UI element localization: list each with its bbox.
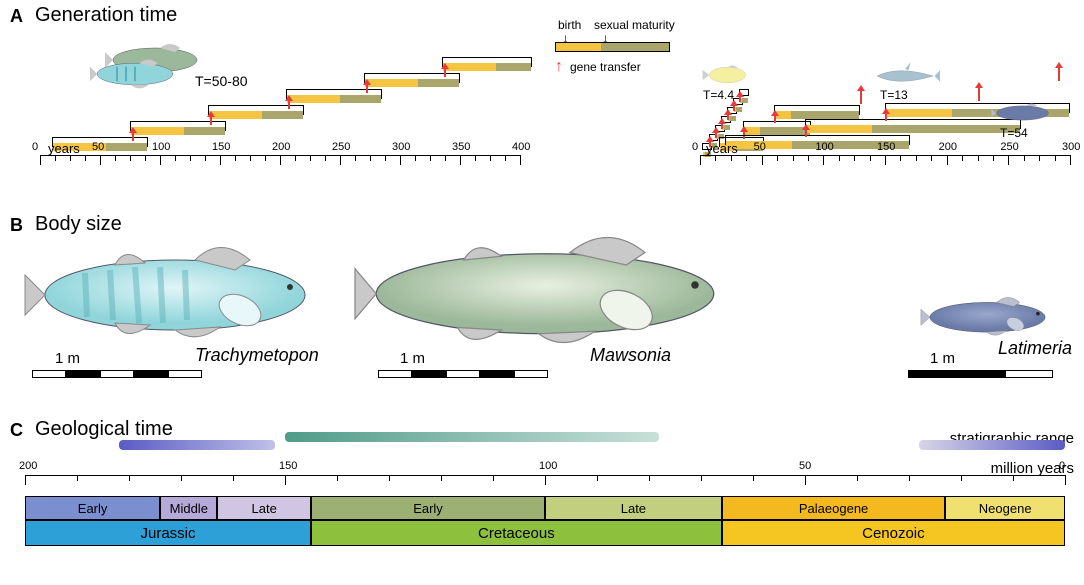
axis-tick-label: 0 (32, 141, 38, 153)
t-left: T=50-80 (195, 73, 248, 89)
axis-tick-label: 200 (272, 141, 290, 153)
scale-bar-2 (908, 370, 1053, 378)
geo-epoch: Palaeogene (722, 496, 946, 520)
geo-period: Cretaceous (311, 520, 722, 546)
gen-bar (805, 119, 1021, 129)
species-trachy: Trachymetopon (195, 345, 319, 366)
geo-timeline: 050100150200EarlyMiddleLateEarlyLatePala… (25, 430, 1065, 575)
gen-bar (743, 121, 811, 131)
fish-latimeria (920, 290, 1055, 340)
scale-bar-1 (378, 370, 548, 378)
fish-trachymetopon (20, 235, 330, 345)
fish-icon-trachymetopon-small (85, 56, 185, 92)
geo-epoch: Late (545, 496, 722, 520)
axis-tick-label: 250 (332, 141, 350, 153)
geo-epoch: Middle (160, 496, 217, 520)
geo-epoch: Late (217, 496, 311, 520)
geo-epoch: Early (311, 496, 545, 520)
species-mawsonia: Mawsonia (590, 345, 671, 366)
geo-epoch: Early (25, 496, 160, 520)
axis-tick-label: 400 (512, 141, 530, 153)
geo-epoch: Neogene (945, 496, 1065, 520)
geo-period: Cenozoic (722, 520, 1065, 546)
panel-a-title: Generation time (35, 4, 177, 27)
fish-icon-yellow (700, 62, 755, 88)
t-right-1: T=13 (880, 88, 908, 102)
axis-tick-label: 50 (92, 141, 104, 153)
axis-tick-label: 100 (152, 141, 170, 153)
species-latimeria: Latimeria (998, 338, 1072, 359)
axis-tick-label: 150 (212, 141, 230, 153)
axis-tick-label: 300 (392, 141, 410, 153)
legend-gene-transfer: gene transfer (570, 60, 641, 74)
fish-icon-latimeria-small (990, 100, 1055, 126)
legend-arrow-icon: ↑ (555, 58, 563, 76)
axis-unit: years (48, 141, 80, 156)
strat-range (119, 440, 275, 450)
panel-c-label: C (10, 420, 23, 441)
strat-range (919, 440, 1065, 450)
geo-period: Jurassic (25, 520, 311, 546)
gen-bar (774, 105, 860, 115)
scale-label-0: 1 m (55, 350, 80, 367)
strat-range (285, 432, 659, 442)
t-right-0: T=4.4 (703, 88, 734, 102)
axis-tick-label: 350 (452, 141, 470, 153)
panel-b-label: B (10, 215, 23, 236)
scale-label-2: 1 m (930, 350, 955, 367)
scale-bar-0 (32, 370, 202, 378)
panel-a-label: A (10, 6, 23, 27)
fish-icon-shark (870, 62, 940, 90)
gen-bar (442, 57, 532, 67)
fish-mawsonia (345, 225, 745, 350)
legend-bar (555, 42, 670, 52)
t-right-2: T=54 (1000, 126, 1028, 140)
scale-label-1: 1 m (400, 350, 425, 367)
panel-b-title: Body size (35, 213, 122, 236)
